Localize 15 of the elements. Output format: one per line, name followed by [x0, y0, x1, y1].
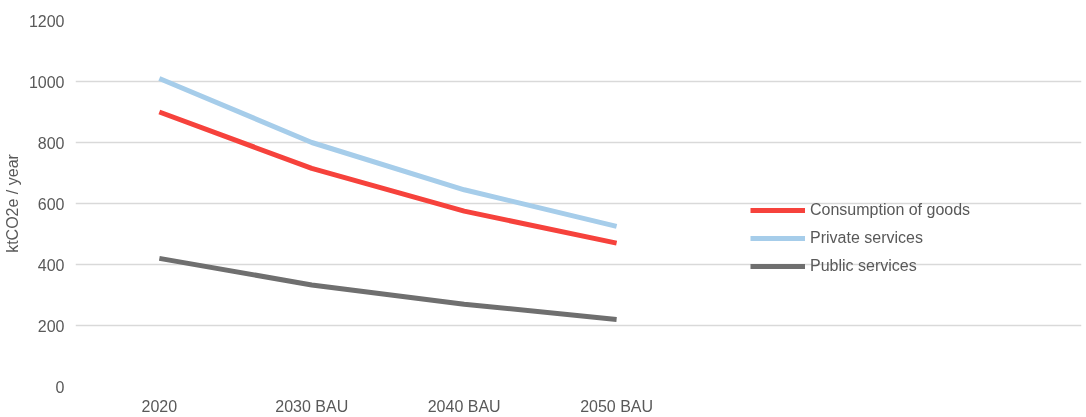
legend-label: Private services: [810, 229, 923, 247]
y-tick-label: 1000: [28, 73, 65, 91]
legend-label: Consumption of goods: [810, 201, 971, 219]
y-tick-label: 400: [37, 256, 65, 274]
y-tick-label: 800: [37, 134, 65, 152]
legend-label: Public services: [810, 257, 917, 275]
x-tick-label: 2050 BAU: [580, 397, 654, 415]
y-tick-label: 600: [37, 195, 65, 213]
x-tick-label: 2030 BAU: [275, 397, 349, 415]
x-tick-label: 2020: [141, 397, 178, 415]
y-axis-title: ktCO2e / year: [3, 153, 21, 253]
y-tick-label: 1200: [28, 12, 65, 30]
x-tick-label: 2040 BAU: [427, 397, 501, 415]
y-tick-label: 0: [55, 378, 65, 396]
y-tick-label: 200: [37, 317, 65, 335]
